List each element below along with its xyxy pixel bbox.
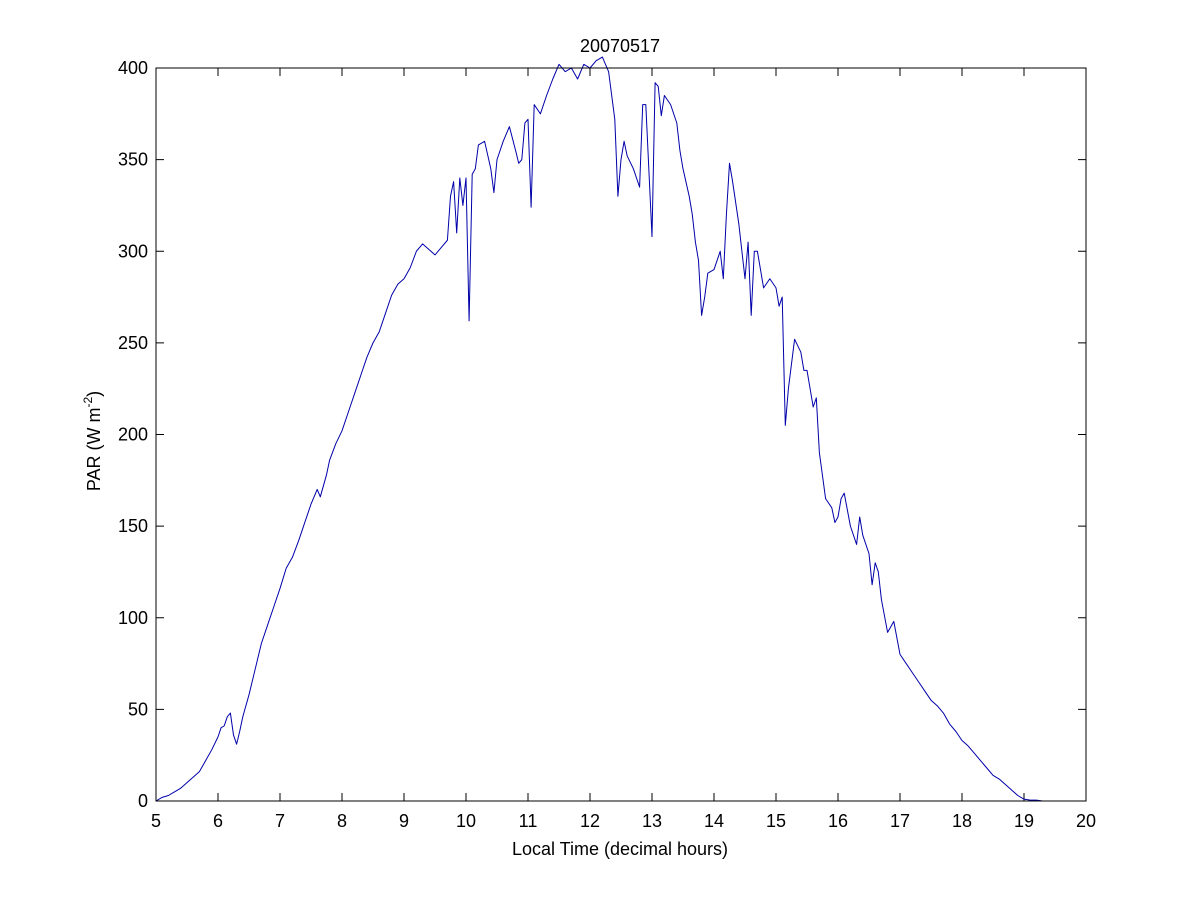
x-tick-label: 16 <box>828 811 848 831</box>
y-axis-label-suffix: ) <box>84 391 104 397</box>
x-tick-label: 19 <box>1014 811 1034 831</box>
y-tick-label: 0 <box>138 791 148 811</box>
y-tick-label: 400 <box>118 58 148 78</box>
axis-ticks: 5 6 7 8 9 10 11 12 13 14 15 16 17 18 19 200501001502002… <box>118 58 1096 831</box>
y-tick-label: 350 <box>118 150 148 170</box>
y-axis-label-superscript: -2 <box>81 397 95 408</box>
x-tick-label: 13 <box>642 811 662 831</box>
x-tick-label: 5 <box>151 811 161 831</box>
series-line-0 <box>155 56 1043 802</box>
chart-title: 20070517 <box>580 36 660 56</box>
data-series <box>155 56 1043 802</box>
x-axis-label: Local Time (decimal hours) <box>512 839 728 859</box>
x-tick-label: 9 <box>399 811 409 831</box>
y-tick-label: 300 <box>118 241 148 261</box>
x-tick-label: 15 <box>766 811 786 831</box>
x-tick-label: 10 <box>456 811 476 831</box>
y-axis-label: PAR (W m-2) <box>81 391 104 491</box>
y-tick-label: 50 <box>128 699 148 719</box>
x-tick-label: 8 <box>337 811 347 831</box>
y-axis-label-prefix: PAR (W m <box>84 408 104 492</box>
x-tick-label: 6 <box>213 811 223 831</box>
x-tick-label: 12 <box>580 811 600 831</box>
plot-frame <box>155 67 1087 802</box>
y-tick-label: 250 <box>118 333 148 353</box>
x-tick-label: 20 <box>1076 811 1096 831</box>
x-tick-label: 14 <box>704 811 724 831</box>
y-tick-label: 200 <box>118 425 148 445</box>
y-tick-label: 150 <box>118 516 148 536</box>
x-tick-label: 7 <box>275 811 285 831</box>
x-tick-label: 11 <box>519 811 538 831</box>
x-tick-label: 17 <box>890 811 910 831</box>
y-tick-label: 100 <box>118 608 148 628</box>
x-tick-label: 18 <box>952 811 972 831</box>
